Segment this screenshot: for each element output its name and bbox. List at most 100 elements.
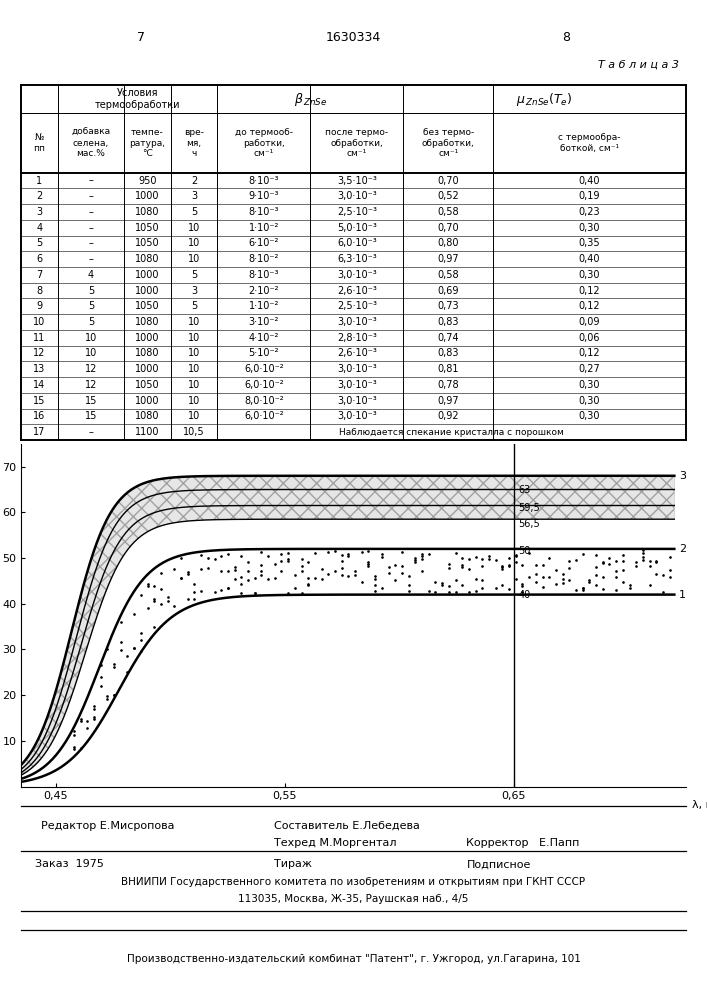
Text: $\mu_{\,ZnSe}(T_e)$: $\mu_{\,ZnSe}(T_e)$ xyxy=(516,91,573,108)
Text: 8: 8 xyxy=(37,286,42,296)
Text: 4: 4 xyxy=(37,223,42,233)
Text: 1050: 1050 xyxy=(135,223,160,233)
Text: №
пп: № пп xyxy=(33,133,45,153)
Text: 2,5·10⁻³: 2,5·10⁻³ xyxy=(337,207,377,217)
Text: 2,8·10⁻³: 2,8·10⁻³ xyxy=(337,333,377,343)
Text: 5: 5 xyxy=(36,238,42,248)
Text: 10: 10 xyxy=(188,317,200,327)
Text: 10: 10 xyxy=(33,317,46,327)
Text: 113035, Москва, Ж-35, Раушская наб., 4/5: 113035, Москва, Ж-35, Раушская наб., 4/5 xyxy=(238,894,469,904)
Text: 0,27: 0,27 xyxy=(578,364,600,374)
Text: 10: 10 xyxy=(85,333,97,343)
Text: 0,30: 0,30 xyxy=(578,396,600,406)
Text: Наблюдается спекание кристалла с порошком: Наблюдается спекание кристалла с порошко… xyxy=(339,428,564,437)
Text: 40: 40 xyxy=(518,590,531,600)
Text: 1000: 1000 xyxy=(135,270,160,280)
Text: 0,40: 0,40 xyxy=(578,254,600,264)
Text: 10: 10 xyxy=(85,348,97,358)
Text: 0,81: 0,81 xyxy=(438,364,459,374)
Text: 5: 5 xyxy=(191,301,197,311)
Text: 1050: 1050 xyxy=(135,380,160,390)
Text: 3,0·10⁻³: 3,0·10⁻³ xyxy=(337,411,377,421)
Text: 11: 11 xyxy=(33,333,46,343)
Text: 5: 5 xyxy=(191,270,197,280)
Text: 10: 10 xyxy=(188,380,200,390)
Text: 1000: 1000 xyxy=(135,364,160,374)
Text: –: – xyxy=(88,254,93,264)
Text: λ, мкм: λ, мкм xyxy=(692,800,707,810)
Text: 13: 13 xyxy=(33,364,46,374)
Text: 4·10⁻²: 4·10⁻² xyxy=(249,333,279,343)
Text: 5,0·10⁻³: 5,0·10⁻³ xyxy=(337,223,377,233)
Text: –: – xyxy=(88,427,93,437)
Text: 1080: 1080 xyxy=(135,348,160,358)
Text: 3·10⁻²: 3·10⁻² xyxy=(249,317,279,327)
Text: 8·10⁻³: 8·10⁻³ xyxy=(249,270,279,280)
Text: 0,09: 0,09 xyxy=(578,317,600,327)
Text: 0,52: 0,52 xyxy=(438,191,459,201)
Text: 6,0·10⁻²: 6,0·10⁻² xyxy=(244,364,284,374)
Text: 0,19: 0,19 xyxy=(578,191,600,201)
Text: с термообра-
боткой, см⁻¹: с термообра- боткой, см⁻¹ xyxy=(558,133,621,153)
Text: 3,0·10⁻³: 3,0·10⁻³ xyxy=(337,380,377,390)
Text: 3,0·10⁻³: 3,0·10⁻³ xyxy=(337,191,377,201)
Text: 1: 1 xyxy=(37,176,42,186)
Text: 0,30: 0,30 xyxy=(578,270,600,280)
Text: 950: 950 xyxy=(139,176,157,186)
Text: 10: 10 xyxy=(188,254,200,264)
Text: 3: 3 xyxy=(37,207,42,217)
Text: 63: 63 xyxy=(518,485,531,495)
Text: 8: 8 xyxy=(562,31,570,44)
Text: 10: 10 xyxy=(188,411,200,421)
Text: 10: 10 xyxy=(188,348,200,358)
Text: вре-
мя,
ч: вре- мя, ч xyxy=(184,128,204,158)
Text: Условия
термообработки: Условия термообработки xyxy=(95,88,180,110)
Text: 1100: 1100 xyxy=(135,427,160,437)
Text: 1·10⁻²: 1·10⁻² xyxy=(249,301,279,311)
Text: 1080: 1080 xyxy=(135,254,160,264)
Text: 3: 3 xyxy=(679,471,686,481)
Text: 5·10⁻²: 5·10⁻² xyxy=(249,348,279,358)
Text: добавка
селена,
мас.%: добавка селена, мас.% xyxy=(71,128,110,158)
Text: 3,0·10⁻³: 3,0·10⁻³ xyxy=(337,396,377,406)
Text: 50: 50 xyxy=(518,546,531,556)
Text: 0,06: 0,06 xyxy=(578,333,600,343)
Text: –: – xyxy=(88,238,93,248)
Text: –: – xyxy=(88,207,93,217)
Text: 3: 3 xyxy=(191,286,197,296)
Text: 1·10⁻²: 1·10⁻² xyxy=(249,223,279,233)
Text: 0,40: 0,40 xyxy=(578,176,600,186)
Text: Подписное: Подписное xyxy=(467,859,531,869)
Text: 8,0·10⁻²: 8,0·10⁻² xyxy=(244,396,284,406)
Text: 0,58: 0,58 xyxy=(438,207,459,217)
Text: 0,12: 0,12 xyxy=(578,286,600,296)
Text: 1080: 1080 xyxy=(135,317,160,327)
Text: 0,30: 0,30 xyxy=(578,380,600,390)
Text: 6·10⁻²: 6·10⁻² xyxy=(249,238,279,248)
Text: 0,12: 0,12 xyxy=(578,348,600,358)
Text: 6,0·10⁻³: 6,0·10⁻³ xyxy=(337,238,377,248)
Text: $\beta_{\,ZnSe}$: $\beta_{\,ZnSe}$ xyxy=(293,91,327,108)
Text: 3,0·10⁻³: 3,0·10⁻³ xyxy=(337,270,377,280)
Text: –: – xyxy=(88,191,93,201)
Text: 10: 10 xyxy=(188,396,200,406)
Text: 7: 7 xyxy=(36,270,42,280)
Text: Техред М.Моргентал: Техред М.Моргентал xyxy=(274,838,396,848)
Text: –: – xyxy=(88,176,93,186)
Text: 0,69: 0,69 xyxy=(438,286,459,296)
Text: 2·10⁻²: 2·10⁻² xyxy=(249,286,279,296)
Text: 12: 12 xyxy=(85,380,97,390)
Text: 15: 15 xyxy=(85,396,97,406)
Text: 0,35: 0,35 xyxy=(578,238,600,248)
Text: 12: 12 xyxy=(85,364,97,374)
Text: 5: 5 xyxy=(88,301,94,311)
Text: 10: 10 xyxy=(188,223,200,233)
Text: Тираж: Тираж xyxy=(274,859,312,869)
Text: 0,97: 0,97 xyxy=(438,254,459,264)
Text: 0,83: 0,83 xyxy=(438,348,459,358)
Text: 2: 2 xyxy=(191,176,197,186)
Text: 0,83: 0,83 xyxy=(438,317,459,327)
Text: 8·10⁻³: 8·10⁻³ xyxy=(249,176,279,186)
Text: 2,6·10⁻³: 2,6·10⁻³ xyxy=(337,286,377,296)
Text: Производственно-издательский комбинат "Патент", г. Ужгород, ул.Гагарина, 101: Производственно-издательский комбинат "П… xyxy=(127,954,580,964)
